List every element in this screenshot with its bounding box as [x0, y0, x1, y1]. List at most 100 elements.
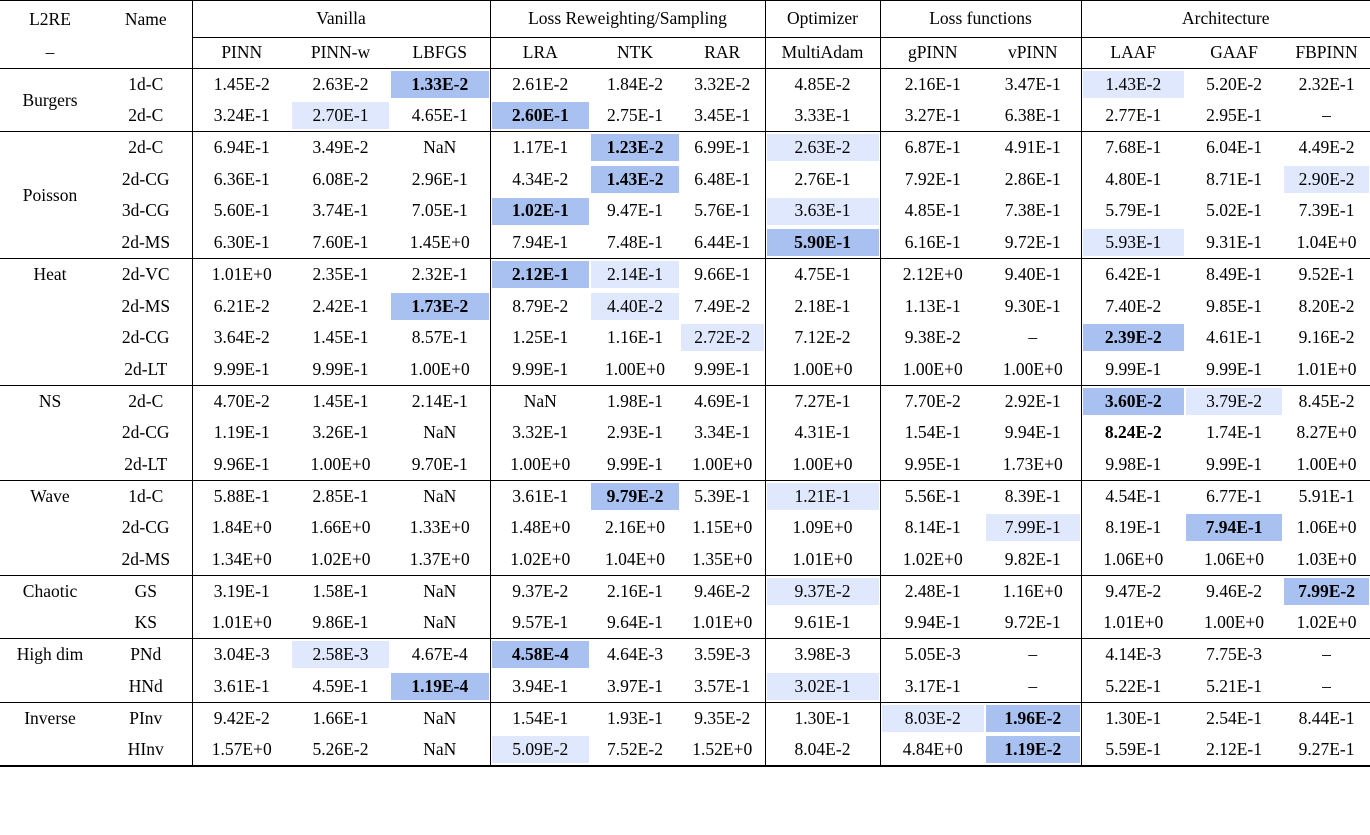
- value-cell: 6.36E-1: [213, 168, 270, 189]
- table-row: 3d-CG 5.60E-1 3.74E-1 7.05E-1 1.02E-1 9.47E-1…: [0, 195, 1370, 227]
- value-cell: 1.19E-4: [390, 670, 491, 703]
- value-cell: 6.48E-1: [680, 163, 766, 196]
- value-cell: –: [1322, 105, 1331, 126]
- value-cell: 2.32E-1: [390, 258, 491, 291]
- value-cell: 4.59E-1: [312, 675, 369, 696]
- value-cell: 4.65E-1: [390, 100, 491, 132]
- value-cell: 1.30E-1: [765, 701, 881, 734]
- row-group-label: NS: [0, 384, 100, 481]
- value-cell: 2.12E+0: [880, 258, 985, 291]
- table-header: L2RE Name Vanilla Loss Reweighting/Sampling…: [0, 0, 1370, 69]
- value-cell: 7.40E-2: [1105, 295, 1162, 316]
- value-cell: 2.32E-1: [1283, 68, 1370, 101]
- value-cell: 1.02E+0: [1296, 612, 1357, 633]
- value-cell: 2.75E-1: [607, 105, 663, 126]
- row-name: PInv: [100, 701, 193, 734]
- value-cell: NaN: [490, 384, 590, 418]
- value-cell: 1.00E+0: [1296, 453, 1357, 474]
- value-cell: 6.42E-1: [1081, 258, 1186, 291]
- value-cell: 1.00E+0: [680, 448, 766, 481]
- value-cell: 9.64E-1: [607, 612, 663, 633]
- table-row: 2d-CG 6.36E-1 6.08E-2 2.96E-1 4.34E-2 1.43E-2…: [0, 163, 1370, 196]
- row-name: 2d-MS: [100, 543, 193, 576]
- value-cell: 1.00E+0: [985, 353, 1082, 386]
- value-cell: 1.04E+0: [605, 548, 665, 569]
- value-cell: 1.01E+0: [1103, 612, 1164, 633]
- value-cell: 6.77E-1: [1185, 479, 1284, 513]
- value-cell: 9.79E-2: [590, 479, 680, 513]
- value-cell: 2.16E-1: [590, 575, 680, 608]
- value-cell: 8.57E-1: [390, 322, 491, 354]
- value-cell: 2.93E-1: [607, 422, 663, 443]
- value-cell: 4.54E-1: [1081, 479, 1186, 513]
- value-cell: 5.21E-1: [1206, 675, 1262, 696]
- value-cell: NaN: [390, 607, 491, 639]
- value-cell: 9.99E-1: [1105, 358, 1162, 379]
- value-cell: 2.39E-2: [1081, 322, 1185, 354]
- value-cell: 7.05E-1: [390, 195, 491, 227]
- value-cell: 7.27E-1: [765, 384, 881, 418]
- value-cell: 8.44E-1: [1283, 701, 1370, 734]
- value-cell: 1.96E-2: [985, 701, 1082, 734]
- row-group-label: Heat: [0, 258, 100, 386]
- value-cell: 5.93E-1: [1081, 227, 1185, 259]
- value-cell: 8.14E-1: [904, 517, 961, 538]
- value-cell: 8.49E-1: [1185, 258, 1284, 291]
- value-cell: 9.42E-2: [192, 701, 291, 734]
- value-cell: 2.58E-3: [291, 638, 390, 671]
- value-cell: 1.45E-1: [291, 384, 390, 418]
- value-cell: 9.57E-1: [512, 612, 569, 633]
- value-cell: 3.57E-1: [680, 670, 766, 703]
- table-row: 2d-CG 1.19E-1 3.26E-1 NaN 3.32E-1 2.93E-1 3.34…: [0, 417, 1370, 449]
- value-cell: 2.63E-2: [291, 68, 390, 101]
- value-cell: 4.40E-2: [590, 290, 680, 322]
- value-cell: 4.80E-1: [1105, 168, 1162, 189]
- value-cell: 2.14E-1: [390, 384, 491, 418]
- table-row: 2d-MS 1.34E+0 1.02E+0 1.37E+0 1.02E+0 1.04E+0…: [0, 543, 1370, 576]
- value-cell: 3.26E-1: [312, 422, 369, 443]
- value-cell: 1.00E+0: [765, 353, 881, 386]
- value-cell: 9.99E-1: [312, 358, 369, 379]
- row-name: KS: [100, 607, 193, 639]
- value-cell: 3.45E-1: [680, 100, 766, 132]
- value-cell: 2.96E-1: [390, 163, 491, 196]
- value-cell: 4.49E-2: [1283, 131, 1370, 164]
- table-row: HNd 3.61E-1 4.59E-1 1.19E-4 3.94E-1 3.97E-1 3.…: [0, 670, 1370, 703]
- value-cell: 1.06E+0: [1296, 517, 1357, 538]
- table-row: High dim PNd 3.04E-3 2.58E-3 4.67E-4 4.58E-4 4…: [0, 638, 1370, 703]
- header-group-optimizer: Optimizer: [765, 0, 881, 38]
- value-cell: NaN: [390, 575, 491, 608]
- value-cell: 9.72E-1: [985, 607, 1082, 639]
- value-cell: 1.16E-1: [607, 327, 663, 348]
- table-row: Chaotic GS 3.19E-1 1.58E-1 NaN 9.37E-2 2.16E-1…: [0, 574, 1370, 639]
- value-cell: 3.94E-1: [512, 675, 569, 696]
- value-cell: 2.72E-2: [680, 322, 766, 354]
- value-cell: 1.01E+0: [765, 543, 881, 576]
- value-cell: 1.52E+0: [680, 733, 766, 766]
- value-cell: 4.70E-2: [192, 384, 291, 418]
- table-row: Poisson 2d-C 6.94E-1 3.49E-2 NaN 1.17E-1 1.23E…: [0, 131, 1370, 259]
- value-cell: 9.16E-2: [1298, 327, 1355, 348]
- value-cell: 2.61E-2: [490, 68, 590, 101]
- value-cell: 9.46E-2: [1185, 575, 1284, 608]
- row-name: 1d-C: [100, 479, 193, 513]
- value-cell: 2.16E-1: [880, 68, 985, 101]
- value-cell: 1.21E-1: [765, 479, 881, 513]
- value-cell: 7.52E-2: [607, 738, 663, 759]
- row-name: 2d-LT: [100, 353, 193, 386]
- header-method-lra: LRA: [490, 37, 590, 69]
- header-method-gaaf: GAAF: [1185, 37, 1284, 69]
- value-cell: 1.48E+0: [510, 517, 571, 538]
- value-cell: 9.99E-1: [607, 453, 663, 474]
- value-cell: 5.59E-1: [1105, 738, 1162, 759]
- value-cell: 1.00E+0: [390, 353, 491, 386]
- value-cell: 1.33E+0: [390, 512, 491, 544]
- value-cell: 1.43E-2: [1081, 68, 1186, 101]
- row-group-label: Burgers: [0, 67, 100, 132]
- row-group-label: High dim: [0, 638, 100, 703]
- value-cell: 5.09E-2: [490, 734, 590, 766]
- value-cell: 3.61E-1: [213, 675, 270, 696]
- row-name: 2d-CG: [100, 417, 193, 449]
- row-name: 2d-MS: [100, 290, 193, 322]
- value-cell: 9.98E-1: [1105, 453, 1162, 474]
